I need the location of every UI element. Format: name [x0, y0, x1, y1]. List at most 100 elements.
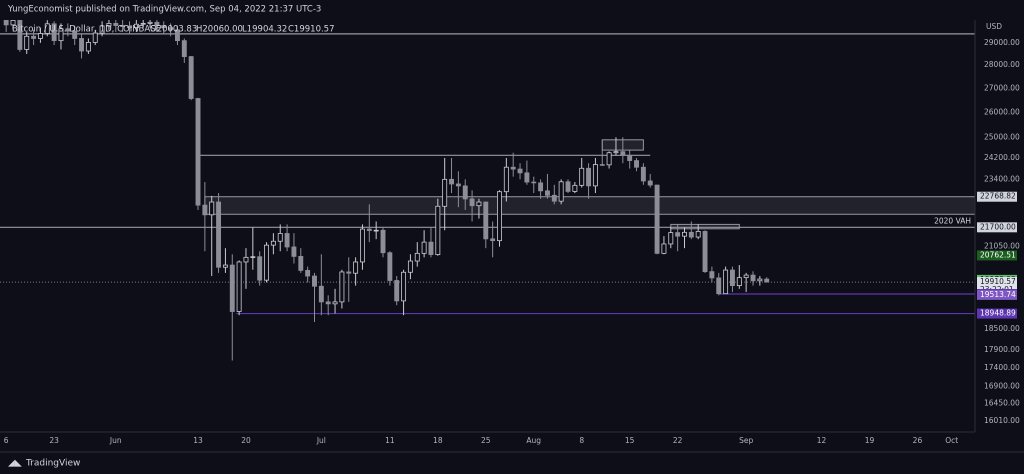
price-tag — [977, 250, 1017, 261]
candle-body — [394, 280, 400, 302]
y-tick-label: 29000.00 — [984, 38, 1020, 47]
candle-body — [120, 25, 126, 27]
zone — [670, 223, 740, 230]
candle-body — [599, 164, 605, 166]
candle-body — [620, 151, 626, 156]
candle-body — [414, 252, 420, 262]
price-tag-label: 20762.51 — [980, 250, 1016, 259]
price-tag-label: 19910.57 — [980, 277, 1016, 286]
candle-body — [312, 275, 317, 287]
x-tick-label: 22 — [673, 436, 683, 445]
x-tick-label: Jun — [109, 436, 122, 445]
x-tick-label: 15 — [625, 436, 635, 445]
candle-body — [366, 228, 372, 231]
candle-body — [51, 23, 57, 42]
x-tick-label: 6 — [4, 436, 9, 445]
candle-body — [216, 201, 222, 268]
candle-body — [668, 232, 674, 245]
candle-body — [250, 256, 256, 258]
symbol-title: Bitcoin / U.S. Dollar, 1D, COINBASE — [12, 25, 161, 35]
candle-body — [373, 229, 379, 232]
publisher: YungEconomist published on TradingView.c… — [7, 5, 321, 15]
y-tick-label: 16010.00 — [984, 416, 1020, 425]
y-tick-label: 28000.00 — [984, 60, 1020, 69]
candle-body — [195, 98, 201, 206]
candle-body — [332, 301, 338, 305]
candle-body — [17, 20, 23, 50]
logo: ◢◣ — [8, 459, 22, 469]
price-tag-label: 19513.74 — [980, 290, 1016, 299]
candle-body — [270, 240, 276, 246]
x-tick-label: 13 — [193, 436, 203, 445]
candle-body — [44, 23, 50, 34]
x-tick-label: 12 — [817, 436, 827, 445]
x-tick-label: Sep — [739, 436, 753, 445]
candle-body — [606, 152, 612, 166]
candle-body — [613, 151, 619, 154]
candle-body — [729, 269, 735, 287]
candle-body — [709, 271, 715, 279]
candle-body — [517, 168, 523, 174]
candle-body — [716, 277, 722, 295]
ohlc-value: H20060.00 — [196, 25, 243, 35]
y-tick-label: 17900.00 — [984, 345, 1020, 354]
candle-body — [757, 278, 763, 282]
candle-body — [640, 166, 646, 182]
x-tick-label: 18 — [433, 436, 443, 445]
x-tick-label: 20 — [241, 436, 251, 445]
candle-body — [113, 22, 119, 26]
candle-body — [181, 40, 187, 57]
candle-body — [483, 201, 489, 240]
candle-body — [702, 231, 708, 273]
y-tick-label: 21050.00 — [984, 242, 1020, 251]
y-tick-label: 16900.00 — [984, 381, 1020, 390]
price-tag-label: 22768.82 — [980, 192, 1016, 201]
level-label: 2020 VAH — [934, 216, 971, 225]
candle-body — [353, 261, 359, 274]
price-tag-label: 21700.00 — [980, 222, 1016, 231]
candle-body — [455, 183, 461, 187]
candle-body — [92, 32, 98, 43]
candle-body — [161, 25, 167, 29]
candle-body — [572, 184, 578, 192]
candle-body — [277, 233, 283, 242]
candle-body — [531, 181, 537, 184]
candle-body — [127, 26, 132, 29]
ohlc-value: O20003.83 — [150, 25, 197, 35]
candle-body — [140, 22, 146, 25]
ohlc-value: L19904.32 — [242, 25, 287, 35]
brand: TradingView — [25, 459, 80, 469]
candle-body — [243, 256, 249, 263]
candle-body — [99, 25, 105, 34]
x-tick-label: 26 — [913, 436, 923, 445]
y-tick-label: 23400.00 — [984, 174, 1020, 183]
x-tick-label: 25 — [481, 436, 491, 445]
candle-body — [627, 154, 633, 161]
candle-body — [750, 274, 756, 282]
candle-body — [175, 29, 180, 42]
candle-body — [682, 231, 687, 237]
candle-body — [318, 285, 324, 303]
plot-area — [0, 20, 975, 361]
price-tag — [977, 308, 1017, 319]
x-tick-label: 19 — [865, 436, 875, 445]
candle-body — [188, 56, 194, 99]
candle-body — [85, 41, 91, 52]
candle-body — [346, 271, 352, 274]
candle-body — [449, 178, 454, 185]
candle-body — [544, 190, 550, 196]
candle-body — [497, 191, 502, 242]
candle-body — [37, 33, 43, 39]
candle-body — [380, 229, 386, 254]
candle-body — [469, 198, 475, 207]
candle-body — [257, 256, 263, 281]
candle-body — [147, 21, 153, 24]
candle-body — [476, 201, 482, 207]
candle-body — [65, 28, 71, 32]
x-tick-label: 8 — [579, 436, 584, 445]
candle-body — [743, 274, 749, 279]
candle-body — [229, 264, 235, 312]
candle-body — [133, 23, 139, 29]
candle-body — [31, 35, 37, 39]
